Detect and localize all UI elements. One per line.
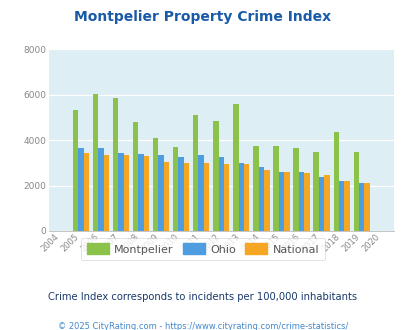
Bar	[324, 176, 329, 231]
Bar	[193, 115, 198, 231]
Bar	[124, 155, 129, 231]
Bar	[173, 147, 178, 231]
Bar	[313, 151, 318, 231]
Bar	[303, 173, 309, 231]
Bar	[258, 167, 264, 231]
Bar	[158, 155, 163, 231]
Bar	[153, 138, 158, 231]
Bar	[264, 170, 269, 231]
Bar	[318, 177, 324, 231]
Bar	[238, 163, 243, 231]
Bar	[203, 163, 209, 231]
Bar	[353, 151, 358, 231]
Bar	[143, 156, 149, 231]
Bar	[103, 155, 109, 231]
Bar	[132, 122, 138, 231]
Bar	[92, 94, 98, 231]
Bar	[118, 153, 124, 231]
Bar	[178, 157, 183, 231]
Bar	[224, 164, 229, 231]
Bar	[333, 132, 338, 231]
Bar	[273, 146, 278, 231]
Bar	[198, 155, 203, 231]
Bar	[293, 148, 298, 231]
Bar	[278, 172, 284, 231]
Bar	[358, 183, 364, 231]
Bar	[72, 110, 78, 231]
Bar	[218, 157, 224, 231]
Bar	[338, 181, 343, 231]
Legend: Montpelier, Ohio, National: Montpelier, Ohio, National	[81, 238, 324, 260]
Bar	[253, 146, 258, 231]
Bar	[78, 148, 83, 231]
Bar	[163, 162, 169, 231]
Bar	[213, 121, 218, 231]
Bar	[243, 164, 249, 231]
Bar	[138, 154, 143, 231]
Bar	[83, 153, 89, 231]
Bar	[183, 163, 189, 231]
Bar	[284, 172, 289, 231]
Bar	[364, 183, 369, 231]
Text: Montpelier Property Crime Index: Montpelier Property Crime Index	[74, 10, 331, 24]
Bar	[298, 172, 303, 231]
Text: © 2025 CityRating.com - https://www.cityrating.com/crime-statistics/: © 2025 CityRating.com - https://www.city…	[58, 322, 347, 330]
Bar	[232, 104, 238, 231]
Bar	[113, 98, 118, 231]
Text: Crime Index corresponds to incidents per 100,000 inhabitants: Crime Index corresponds to incidents per…	[48, 292, 357, 302]
Bar	[343, 181, 349, 231]
Bar	[98, 148, 103, 231]
